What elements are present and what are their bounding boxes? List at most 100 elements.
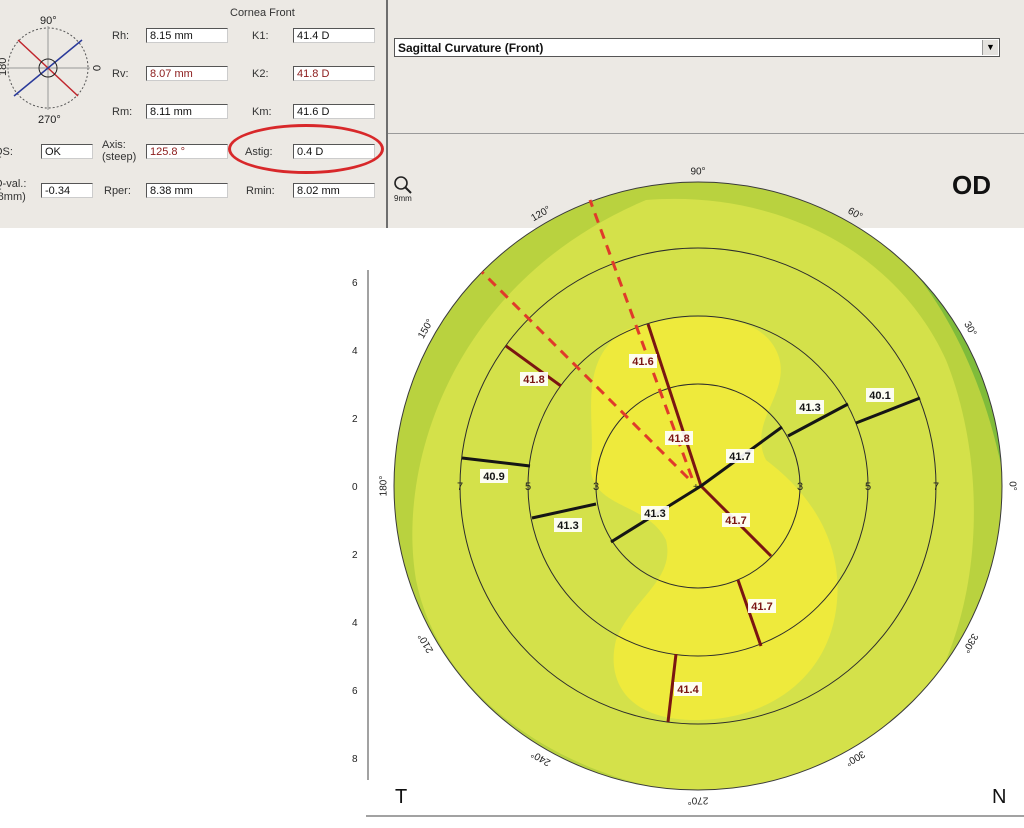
flat-meridian [787,402,849,438]
angle-label: 90° [690,167,705,178]
panel-divider [388,133,1024,134]
rmin-field[interactable]: 8.02 mm [293,183,375,198]
curvature-value: 41.3 [554,518,582,532]
angle-label: 0° [1006,481,1017,491]
rmin-label: Rmin: [246,185,275,197]
curvature-value: 41.3 [796,400,824,414]
ring-distance-label: 5 [865,481,871,493]
k1-label: K1: [252,30,269,42]
axis-dashed-line [480,270,690,480]
rper-label: Rper: [104,185,131,197]
temporal-label: T [395,786,408,808]
y-axis-tick-label: 2 [352,550,358,561]
qval-size-label: (8mm) [0,191,26,203]
svg-text:41.7: 41.7 [729,451,750,463]
rv-field[interactable]: 8.07 mm [146,66,228,81]
flat-meridian [531,502,597,520]
curvature-value: 41.7 [748,599,776,613]
svg-text:41.3: 41.3 [644,508,665,520]
axis-field[interactable]: 125.8 ° [146,144,228,159]
zoom-label: 9mm [394,194,412,202]
svg-text:41.7: 41.7 [751,601,772,613]
ring-distance-label: 7 [933,481,939,493]
compass-left-label: 180 [0,58,9,76]
ring-distance-label: 5 [525,481,531,493]
svg-text:40.9: 40.9 [483,471,504,483]
axis-dashed-line [588,199,694,479]
svg-text:41.3: 41.3 [799,402,820,414]
svg-text:41.8: 41.8 [523,374,544,386]
y-axis-tick-label: 4 [352,346,358,357]
angle-label: 180° [379,476,390,497]
svg-text:41.7: 41.7 [725,515,746,527]
ring-5mm [527,315,869,657]
flat-meridian [855,396,921,425]
curvature-value: 41.6 [629,354,657,368]
y-axis-tick-label: 4 [352,618,358,629]
curvature-value: 41.4 [674,682,702,696]
qval-field[interactable]: -0.34 [41,183,93,198]
angle-label: 30° [961,320,978,339]
rper-field[interactable]: 8.38 mm [146,183,228,198]
curvature-value: 41.7 [722,513,750,527]
rm-field[interactable]: 8.11 mm [146,104,228,119]
qval-label: Q-val.: [0,178,27,190]
compass-bottom-label: 270° [38,114,61,126]
ring-distance-label: 3 [593,481,599,493]
astig-highlight-circle [228,124,384,174]
steep-meridian [505,344,562,388]
angle-label: 60° [846,206,865,223]
svg-text:41.4: 41.4 [677,684,699,696]
map-type-value: Sagittal Curvature (Front) [398,41,544,55]
y-axis-tick-label: 0 [352,482,358,493]
compass-right-label: 0 [90,65,102,71]
curvature-value: 41.8 [520,372,548,386]
measurement-panel: Cornea Front 90° 270° 0 180 Rh: 8.15 mm … [0,0,388,228]
curvature-value: 41.3 [641,506,669,520]
nasal-label: N [992,786,1007,808]
curvature-value: 40.1 [866,388,894,402]
axis-steep-label: (steep) [102,151,137,163]
ring-outer [393,181,1003,791]
k2-label: K2: [252,68,269,80]
y-axis-tick-label: 8 [352,754,358,765]
astigmatism-compass: 90° 270° 0 180 [0,15,102,126]
km-field[interactable]: 41.6 D [293,104,375,119]
angle-label: 270° [688,794,709,805]
chevron-down-icon[interactable]: ▼ [982,40,998,55]
flat-meridian [461,456,531,468]
steep-meridian [666,653,678,723]
ring-distance-label: 3 [797,481,803,493]
rh-field[interactable]: 8.15 mm [146,28,228,43]
compass-top-label: 90° [40,15,57,27]
qs-field[interactable]: OK [41,144,93,159]
rh-label: Rh: [112,30,130,42]
ring-3mm [595,383,801,589]
svg-text:41.8: 41.8 [668,433,689,445]
km-label: Km: [252,106,272,118]
k1-field[interactable]: 41.4 D [293,28,375,43]
axis-label: Axis: [102,139,126,151]
eye-label: OD [952,170,991,200]
rv-label: Rv: [112,68,129,80]
rm-label: Rm: [112,106,133,118]
steep-zone [590,316,838,720]
svg-text:40.1: 40.1 [869,390,890,402]
curvature-value: 41.8 [665,431,693,445]
qs-label: QS: [0,146,13,158]
map-type-select[interactable]: Sagittal Curvature (Front) ▼ [394,38,1000,57]
steep-meridian [646,323,703,487]
ring-7mm [459,247,937,725]
k2-field[interactable]: 41.8 D [293,66,375,81]
svg-text:41.3: 41.3 [557,520,578,532]
curvature-value: 41.7 [726,449,754,463]
y-axis-tick-label: 6 [352,278,358,289]
svg-text:41.6: 41.6 [632,356,653,368]
y-axis-tick-label: 2 [352,414,358,425]
curvature-value: 40.9 [480,469,508,483]
ring-distance-label: 7 [457,481,463,493]
y-axis-tick-label: 6 [352,686,358,697]
zoom-icon[interactable]: 9mm [392,174,416,202]
section-title: Cornea Front [230,7,295,19]
